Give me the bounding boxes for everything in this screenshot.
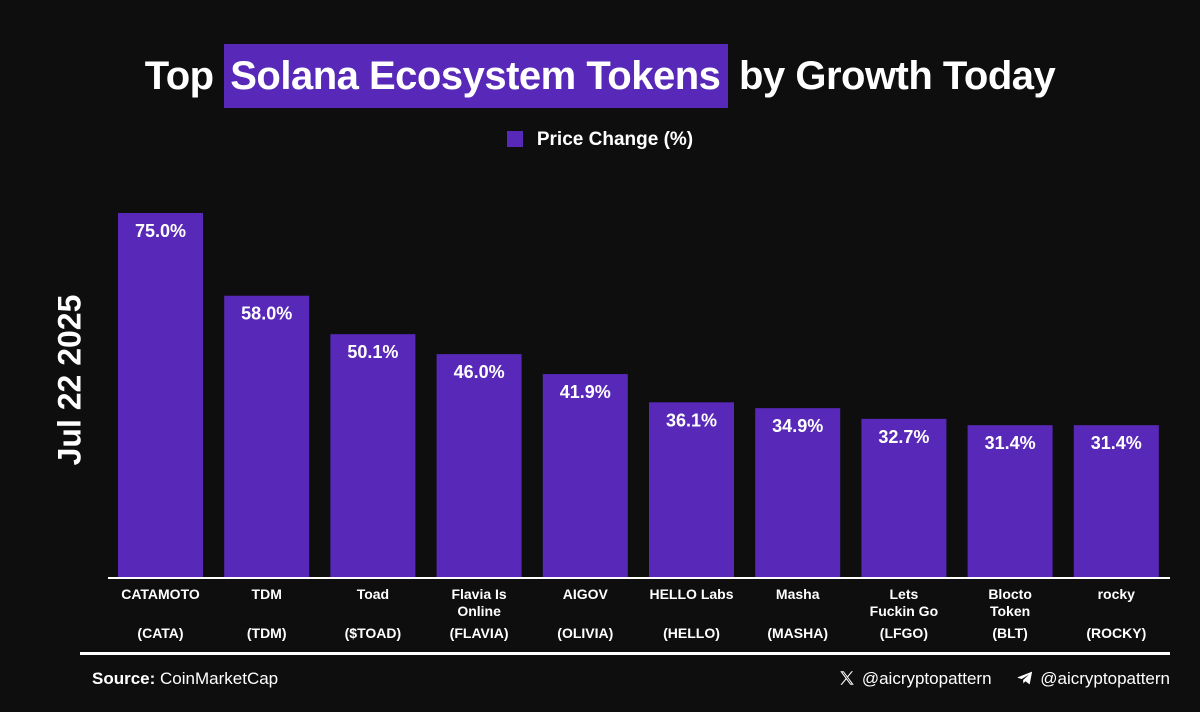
category-symbol-10: (ROCKY) bbox=[1086, 625, 1146, 641]
category-symbol-7: (MASHA) bbox=[767, 625, 828, 641]
category-name-6-line-1: HELLO Labs bbox=[649, 586, 733, 602]
bar-9 bbox=[967, 425, 1053, 578]
bar-value-label-4: 46.0% bbox=[454, 362, 505, 382]
category-name-2-line-1: TDM bbox=[252, 586, 282, 602]
category-symbol-9: (BLT) bbox=[992, 625, 1028, 641]
category-symbol-8: (LFGO) bbox=[880, 625, 928, 641]
bar-value-label-5: 41.9% bbox=[560, 382, 611, 402]
bar-value-label-9: 31.4% bbox=[985, 433, 1036, 453]
bar-value-label-10: 31.4% bbox=[1091, 433, 1142, 453]
category-symbol-5: (OLIVIA) bbox=[557, 625, 613, 641]
bar-value-label-7: 34.9% bbox=[772, 416, 823, 436]
legend-label: Price Change (%) bbox=[536, 129, 694, 150]
bar-value-label-1: 75.0% bbox=[135, 221, 186, 241]
category-name-4-line-2: Online bbox=[457, 603, 501, 619]
bar-8 bbox=[861, 418, 947, 578]
category-name-9-line-2: Token bbox=[990, 603, 1030, 619]
bar-3 bbox=[330, 334, 416, 578]
category-symbol-6: (HELLO) bbox=[663, 625, 720, 641]
bar-6 bbox=[649, 402, 734, 578]
title-post: by Growth Today bbox=[739, 54, 1056, 98]
source-value: CoinMarketCap bbox=[160, 669, 279, 688]
category-name-5-line-1: AIGOV bbox=[563, 586, 609, 602]
chart-title: Top Solana Ecosystem Tokens by Growth To… bbox=[0, 44, 1200, 108]
bar-value-label-2: 58.0% bbox=[241, 304, 292, 324]
title-highlight: Solana Ecosystem Tokens bbox=[224, 44, 729, 108]
category-symbol-4: (FLAVIA) bbox=[450, 625, 509, 641]
category-symbol-2: (TDM) bbox=[247, 625, 287, 641]
category-symbol-3: ($TOAD) bbox=[345, 625, 402, 641]
bar-value-label-3: 50.1% bbox=[347, 342, 398, 362]
category-name-10-line-1: rocky bbox=[1098, 586, 1136, 602]
bar-4 bbox=[436, 354, 522, 578]
bar-5 bbox=[542, 374, 628, 578]
bar-10 bbox=[1073, 425, 1159, 578]
social-handles: @aicryptopattern @aicryptopattern bbox=[818, 668, 1170, 690]
category-name-8-line-2: Fuckin Go bbox=[870, 603, 938, 619]
bar-value-label-8: 32.7% bbox=[878, 427, 929, 447]
bar-7 bbox=[755, 408, 841, 578]
bar-2 bbox=[224, 295, 310, 578]
source-label: Source: bbox=[92, 669, 156, 688]
category-name-4-line-1: Flavia Is bbox=[451, 586, 506, 602]
category-symbol-1: (CATA) bbox=[137, 625, 183, 641]
legend-swatch bbox=[506, 131, 523, 147]
x-handle-text: @aicryptopattern bbox=[861, 669, 992, 688]
telegram-handle-text: @aicryptopattern bbox=[1040, 669, 1170, 688]
legend: Price Change (%) bbox=[0, 127, 1200, 153]
category-name-8-line-1: Lets bbox=[890, 586, 919, 602]
x-logo-icon bbox=[840, 671, 854, 685]
title-pre: Top bbox=[144, 54, 214, 98]
x-handle[interactable]: @aicryptopattern bbox=[838, 668, 992, 690]
category-name-9-line-1: Blocto bbox=[988, 586, 1032, 602]
telegram-handle[interactable]: @aicryptopattern bbox=[1016, 668, 1170, 690]
category-name-3-line-1: Toad bbox=[357, 586, 389, 602]
telegram-logo-icon bbox=[1017, 671, 1033, 685]
footer-divider bbox=[80, 652, 1170, 655]
bar-1 bbox=[118, 213, 203, 578]
bar-value-label-6: 36.1% bbox=[666, 410, 717, 430]
category-name-1-line-1: CATAMOTO bbox=[121, 586, 200, 602]
category-name-7-line-1: Masha bbox=[776, 586, 820, 602]
source-credit: Source: CoinMarketCap bbox=[92, 668, 278, 690]
